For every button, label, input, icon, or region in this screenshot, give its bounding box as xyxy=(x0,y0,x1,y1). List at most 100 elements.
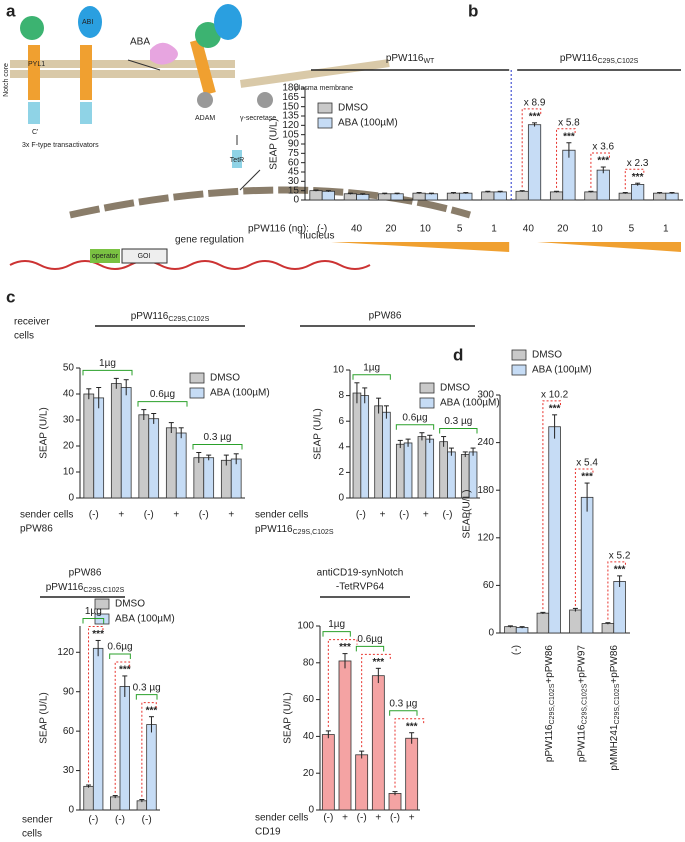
significance: *** xyxy=(529,111,541,122)
bar xyxy=(446,192,461,201)
dose-bracket xyxy=(322,631,351,637)
row-label: pPW86 xyxy=(20,524,53,535)
y-tick-label: 15 xyxy=(288,185,300,196)
group-label-sub: C29S,C102S xyxy=(597,58,638,65)
bar xyxy=(148,418,160,499)
bar xyxy=(119,686,131,811)
arrow xyxy=(239,169,261,191)
dose-label: 0.3 µg xyxy=(389,698,417,709)
bar xyxy=(374,405,383,499)
bar xyxy=(203,457,215,499)
bar xyxy=(110,383,122,499)
x-tick-label: + xyxy=(375,813,381,824)
x-tick-label: (-) xyxy=(357,813,367,824)
side-label: cells xyxy=(14,331,34,342)
y-tick-label: 90 xyxy=(63,686,75,697)
x-tick-label: + xyxy=(342,813,348,824)
y-tick-label: 90 xyxy=(288,139,300,150)
significance: *** xyxy=(563,131,575,142)
significance: *** xyxy=(92,629,104,640)
group-label-sub: WT xyxy=(423,58,435,65)
x-tick-label: (-) xyxy=(323,813,333,824)
x-tick-label: + xyxy=(228,510,234,521)
header-sub: C29S,C102S xyxy=(168,316,209,323)
bar xyxy=(165,427,177,499)
bar xyxy=(515,627,529,634)
x-tick-label-suffix: +pPW86 xyxy=(608,645,619,684)
x-tick-label-main: pPW116 xyxy=(543,724,554,762)
significance: *** xyxy=(632,172,644,183)
y-tick-label: 120 xyxy=(57,647,74,658)
legend-label: DMSO xyxy=(440,383,470,394)
secretase-shape xyxy=(257,92,273,108)
y-tick-label: 0 xyxy=(293,195,299,206)
fold-label: x 10.2 xyxy=(541,389,569,400)
bar xyxy=(417,436,427,499)
y-tick-label: 30 xyxy=(63,765,75,776)
bar xyxy=(136,800,148,811)
bar xyxy=(230,458,242,499)
bar xyxy=(343,193,357,201)
x-tick-label-sub: C29S,C102S xyxy=(614,683,621,724)
dose-label: 1µg xyxy=(85,606,102,617)
bar xyxy=(412,192,426,201)
legend-swatch xyxy=(317,117,333,129)
side-label: receiver xyxy=(14,317,50,328)
bar xyxy=(193,457,205,499)
y-tick-label: 105 xyxy=(282,129,299,140)
dose-label: 0.3 µg xyxy=(133,682,161,693)
x-tick-label: (-) xyxy=(199,510,209,521)
fold-label: x 5.2 xyxy=(609,551,631,562)
goi-label: GOI xyxy=(138,253,151,260)
fold-label: x 5.4 xyxy=(576,458,598,469)
legend-label: ABA (100µM) xyxy=(532,365,592,376)
dose-label: 0.3 µg xyxy=(203,432,231,443)
x-tick-label: (-) xyxy=(390,813,400,824)
y-tick-label: 6 xyxy=(338,416,344,427)
y-tick-label: 120 xyxy=(477,532,494,543)
bar xyxy=(382,411,391,499)
y-tick-label: 10 xyxy=(63,467,75,478)
header: pPW86 xyxy=(369,311,402,322)
fold-label: x 5.8 xyxy=(558,117,580,128)
bar xyxy=(175,432,187,499)
x-tick-label: (-) xyxy=(115,815,125,826)
bar xyxy=(120,387,132,499)
significance-bracket xyxy=(394,718,425,788)
bar xyxy=(356,193,370,201)
y-tick-label: 60 xyxy=(63,726,75,737)
header-main: pPW116 xyxy=(46,582,84,593)
dose-label: 0.3 µg xyxy=(444,416,472,427)
bar xyxy=(390,193,404,201)
tetr-domain xyxy=(28,102,40,124)
panel-letter: a xyxy=(6,1,16,20)
bar xyxy=(601,623,615,634)
dose-bracket xyxy=(192,444,243,450)
receptor xyxy=(80,45,92,100)
row-label-sub: C29S,C102S xyxy=(293,529,334,536)
x-tick-label: pPW116C29S,C102S+pPW97 xyxy=(576,645,588,763)
header: antiCD19-synNotch xyxy=(317,568,404,579)
fold-label: x 3.6 xyxy=(592,142,614,153)
legend-label: ABA (100µM) xyxy=(338,118,398,129)
pyl1-shape xyxy=(20,16,44,40)
legend-swatch xyxy=(419,397,435,409)
bar xyxy=(424,193,439,201)
significance-bracket xyxy=(327,639,358,727)
significance: *** xyxy=(339,642,351,653)
dose-bracket xyxy=(355,645,385,652)
abi-shape xyxy=(78,6,102,38)
x-tick-label: (-) xyxy=(399,510,409,521)
y-axis-label: SEAP (U/L) xyxy=(283,692,294,744)
x-axis-label: pPW116 (ng): xyxy=(248,224,309,235)
membrane xyxy=(10,70,235,78)
y-tick-label: 0 xyxy=(338,493,344,504)
x-tick-label: (-) xyxy=(89,510,99,521)
significance-bracket xyxy=(624,168,645,190)
header-main: pPW116 xyxy=(131,311,169,322)
significance-bracket xyxy=(141,702,157,797)
x-tick-label: 1 xyxy=(491,224,497,235)
legend-label: DMSO xyxy=(338,103,368,114)
x-tick-label: 10 xyxy=(592,224,604,235)
